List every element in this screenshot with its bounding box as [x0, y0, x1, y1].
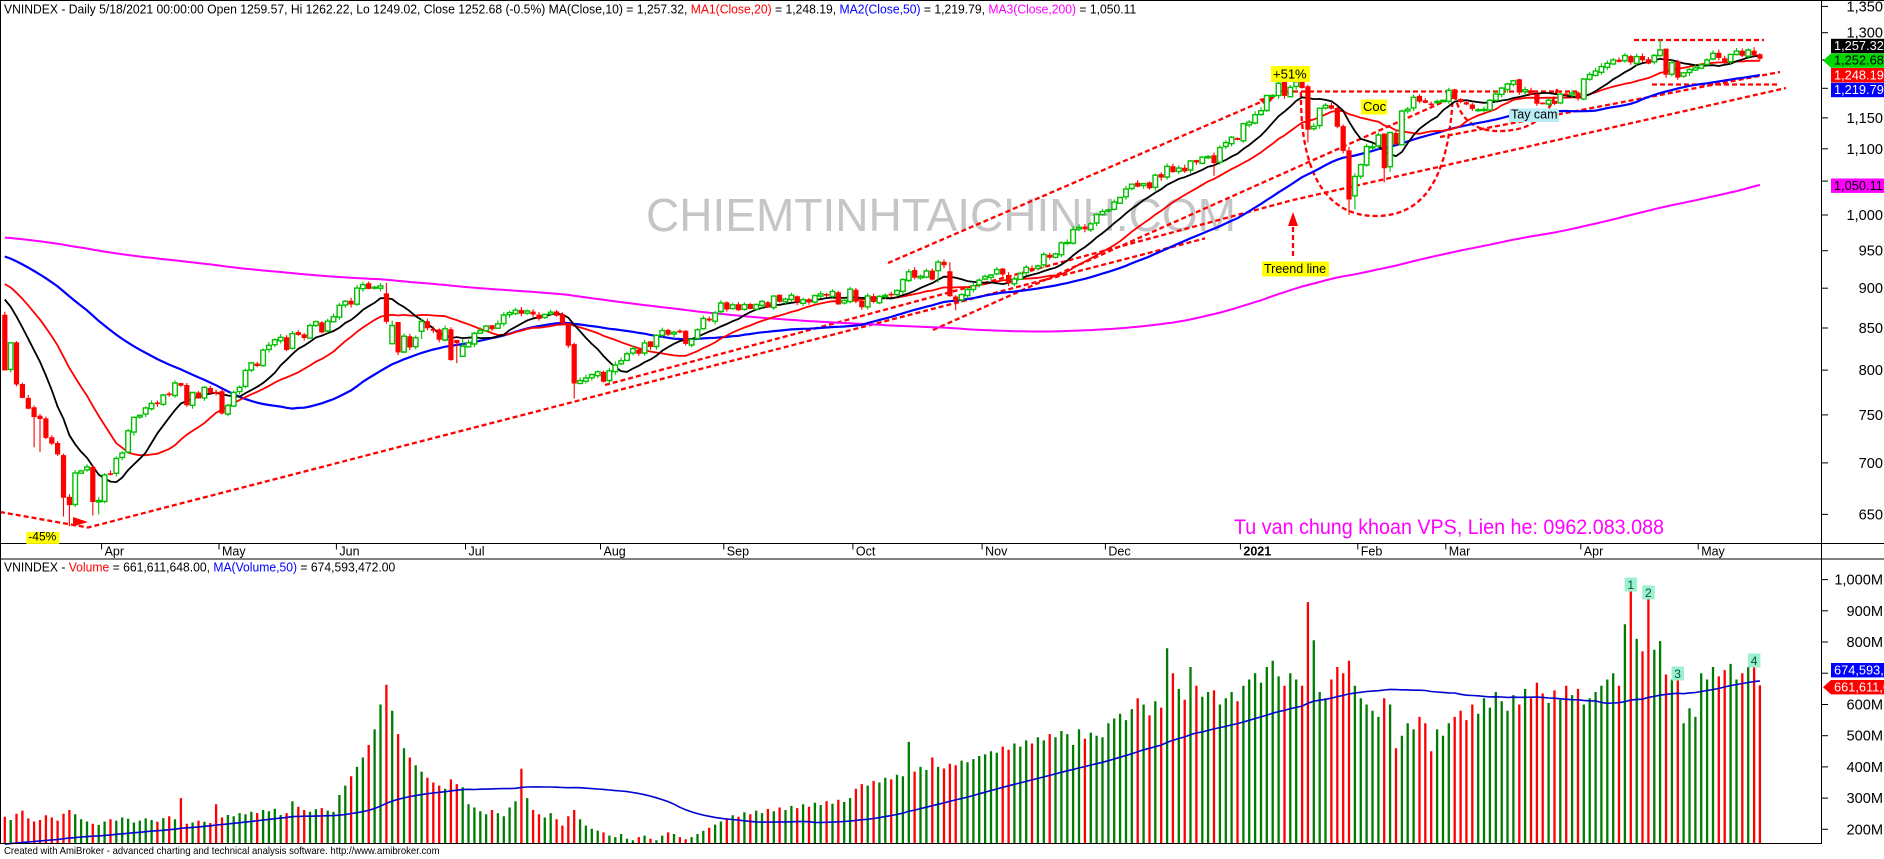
svg-text:CHIEMTINHTAICHINH.COM: CHIEMTINHTAICHINH.COM	[646, 189, 1236, 241]
svg-text:1,000M: 1,000M	[1834, 573, 1883, 589]
svg-text:Treend line: Treend line	[1264, 262, 1326, 276]
svg-text:700: 700	[1859, 456, 1883, 472]
svg-text:650: 650	[1859, 507, 1883, 523]
svg-text:600M: 600M	[1846, 698, 1883, 714]
svg-text:May: May	[1701, 545, 1725, 559]
svg-text:661,611,6: 661,611,6	[1834, 679, 1884, 694]
svg-text:Feb: Feb	[1361, 545, 1383, 559]
svg-text:800: 800	[1859, 363, 1883, 379]
svg-text:4: 4	[1751, 654, 1758, 668]
svg-text:1,248.19: 1,248.19	[1834, 67, 1884, 82]
svg-text:Dec: Dec	[1108, 545, 1130, 559]
svg-text:Mar: Mar	[1449, 545, 1471, 559]
svg-text:1,050.11: 1,050.11	[1834, 178, 1883, 193]
svg-text:1,100: 1,100	[1846, 142, 1883, 158]
svg-text:1,219.79: 1,219.79	[1834, 82, 1884, 97]
svg-text:Aug: Aug	[604, 545, 626, 559]
svg-text:Jun: Jun	[339, 545, 359, 559]
svg-text:Apr: Apr	[1584, 545, 1603, 559]
svg-text:500M: 500M	[1846, 729, 1883, 745]
svg-text:750: 750	[1859, 408, 1883, 424]
svg-text:Coc: Coc	[1363, 99, 1387, 114]
svg-text:850: 850	[1859, 321, 1883, 337]
svg-text:1,257.32: 1,257.32	[1834, 38, 1884, 53]
svg-text:Apr: Apr	[105, 545, 124, 559]
svg-text:300M: 300M	[1846, 791, 1883, 807]
svg-text:Oct: Oct	[856, 545, 876, 559]
svg-text:800M: 800M	[1846, 635, 1883, 651]
svg-text:1,300: 1,300	[1846, 26, 1883, 42]
svg-text:Nov: Nov	[985, 545, 1008, 559]
svg-text:900: 900	[1859, 281, 1883, 297]
svg-text:+51%: +51%	[1273, 67, 1307, 82]
svg-text:Jul: Jul	[469, 545, 485, 559]
svg-text:1: 1	[1627, 578, 1634, 592]
svg-text:Tu van chung khoan VPS, Lien h: Tu van chung khoan VPS, Lien he: 0962.08…	[1234, 516, 1664, 539]
svg-text:674,593,4: 674,593,4	[1834, 662, 1884, 677]
svg-text:2021: 2021	[1243, 545, 1271, 559]
svg-text:Sep: Sep	[727, 545, 749, 559]
svg-text:1,000: 1,000	[1846, 208, 1883, 224]
svg-text:May: May	[222, 545, 246, 559]
svg-text:400M: 400M	[1846, 760, 1883, 776]
svg-text:VNINDEX - Daily 5/18/2021 00:0: VNINDEX - Daily 5/18/2021 00:00:00 Open …	[4, 2, 1136, 17]
svg-text:1,252.68: 1,252.68	[1834, 53, 1884, 68]
svg-text:1,150: 1,150	[1846, 111, 1883, 127]
svg-text:3: 3	[1674, 667, 1681, 681]
svg-text:2: 2	[1645, 586, 1652, 600]
svg-text:900M: 900M	[1846, 604, 1883, 620]
svg-text:Tay cam: Tay cam	[1511, 108, 1558, 122]
svg-text:VNINDEX - Volume = 661,611,648: VNINDEX - Volume = 661,611,648.00, MA(Vo…	[4, 560, 395, 575]
svg-text:950: 950	[1859, 244, 1883, 260]
svg-text:1,350: 1,350	[1846, 0, 1883, 15]
svg-text:-45%: -45%	[28, 529, 56, 543]
svg-text:Created with AmiBroker - advan: Created with AmiBroker - advanced charti…	[4, 846, 440, 858]
svg-text:200M: 200M	[1846, 822, 1883, 838]
